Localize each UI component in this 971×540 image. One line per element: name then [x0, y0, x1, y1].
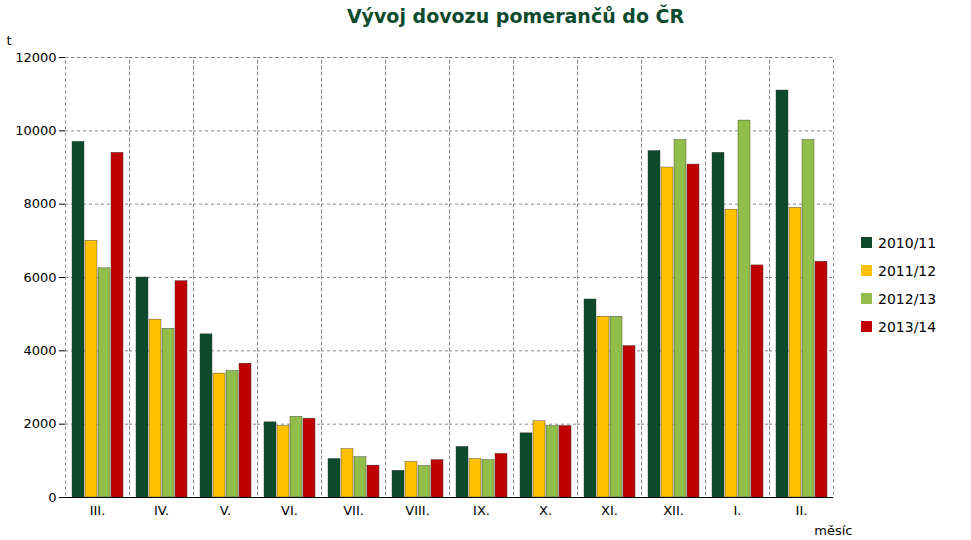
svg-text:měsíc: měsíc — [814, 523, 852, 538]
svg-text:10000: 10000 — [15, 123, 56, 138]
html-text:2013/14: 2013/14 — [878, 318, 937, 335]
svg-text:IX.: IX. — [473, 503, 490, 518]
html-text:2012/13: 2012/13 — [878, 290, 937, 307]
svg-text:4000: 4000 — [23, 343, 56, 358]
html-text:2011/12: 2011/12 — [878, 262, 937, 279]
svg-text:I.: I. — [734, 503, 742, 518]
html-text:Vývoj dovozu pomerančů do ČR: Vývoj dovozu pomerančů do ČR — [346, 5, 685, 27]
svg-text:III.: III. — [90, 503, 106, 518]
svg-text:X.: X. — [539, 503, 552, 518]
svg-text:VI.: VI. — [281, 503, 298, 518]
svg-text:2000: 2000 — [23, 416, 56, 431]
svg-text:V.: V. — [220, 503, 231, 518]
svg-text:VIII.: VIII. — [405, 503, 430, 518]
html-text:2010/11: 2010/11 — [878, 234, 937, 251]
svg-text:XI.: XI. — [601, 503, 618, 518]
svg-text:8000: 8000 — [23, 196, 56, 211]
svg-text:12000: 12000 — [15, 50, 56, 65]
svg-text:IV.: IV. — [154, 503, 169, 518]
svg-text:0: 0 — [48, 490, 56, 505]
svg-text:XII.: XII. — [663, 503, 684, 518]
svg-text:6000: 6000 — [23, 270, 56, 285]
svg-text:II.: II. — [796, 503, 808, 518]
svg-text:t: t — [7, 33, 12, 48]
svg-text:VII.: VII. — [343, 503, 364, 518]
